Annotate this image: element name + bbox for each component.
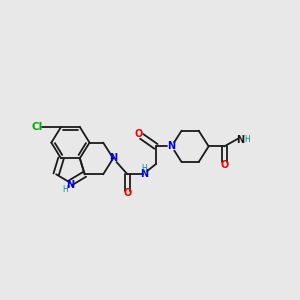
Text: O: O	[123, 188, 132, 198]
Text: O: O	[220, 160, 229, 170]
Text: N: N	[236, 134, 244, 145]
Text: O: O	[135, 128, 143, 139]
Text: N: N	[140, 169, 148, 179]
Text: N: N	[109, 153, 117, 163]
Text: N: N	[167, 141, 176, 151]
Text: N: N	[66, 179, 74, 190]
Text: Cl: Cl	[31, 122, 42, 132]
Text: H: H	[141, 164, 147, 172]
Text: H: H	[62, 184, 68, 194]
Text: H: H	[244, 135, 250, 144]
